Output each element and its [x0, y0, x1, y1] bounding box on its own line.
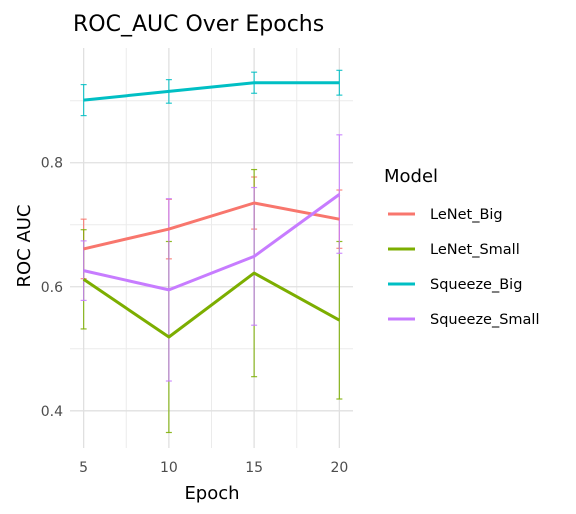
x-tick-label: 5 [79, 460, 88, 476]
series-line-lenet-big [83, 201, 340, 251]
legend-label: LeNet_Big [430, 207, 503, 223]
x-axis-title: Epoch [184, 483, 239, 504]
y-tick-label: 0.8 [41, 156, 63, 172]
y-axis-title: ROC AUC [14, 204, 35, 287]
x-tick-label: 20 [330, 460, 348, 476]
chart-title: ROC_AUC Over Epochs [73, 12, 324, 37]
series-line-squeeze-small [83, 193, 341, 292]
plot-grid [70, 48, 353, 448]
y-tick-label: 0.4 [41, 404, 63, 420]
y-tick-label: 0.6 [41, 280, 63, 296]
axis-ticks: 5 10 15 20 0.4 0.6 0.8 [41, 156, 349, 476]
legend-label: Squeeze_Big [430, 277, 522, 293]
series-line-squeeze-big [83, 81, 340, 102]
series-lines [82, 81, 341, 339]
legend-title: Model [384, 166, 438, 187]
legend-label: Squeeze_Small [430, 312, 540, 328]
x-tick-label: 10 [160, 460, 178, 476]
x-tick-label: 15 [245, 460, 263, 476]
legend: Model LeNet_Big LeNet_Small Squeeze_Big Squ… [384, 166, 540, 328]
legend-label: LeNet_Small [430, 242, 520, 258]
series-line-lenet-small [82, 271, 341, 339]
